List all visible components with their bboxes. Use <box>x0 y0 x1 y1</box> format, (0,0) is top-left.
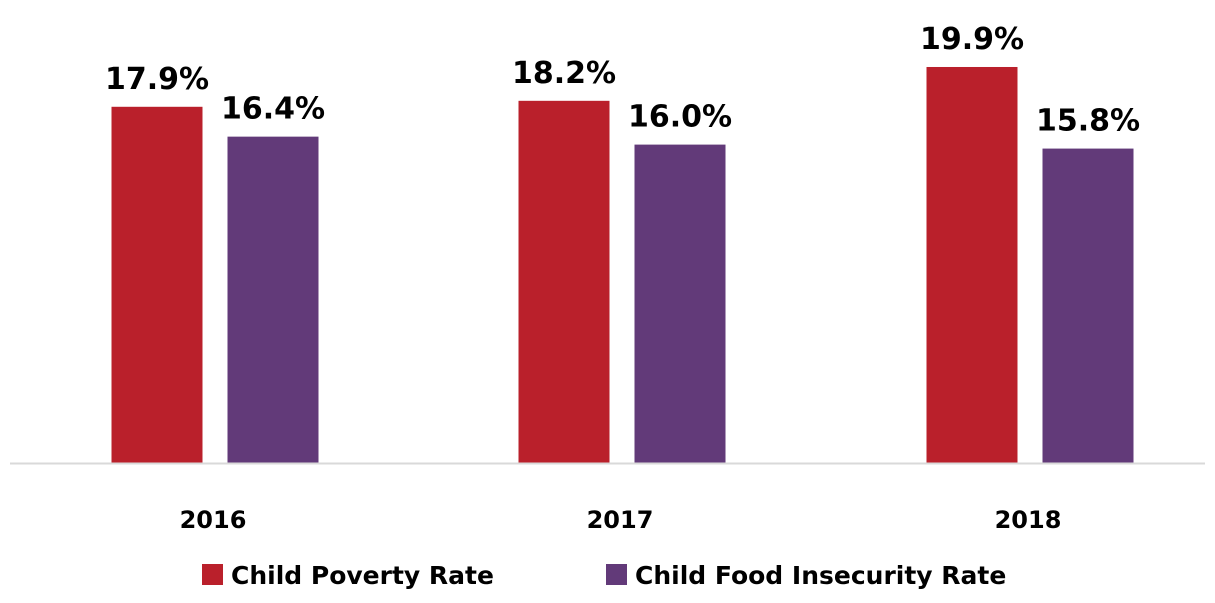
data-label-2018-series-2: 15.8% <box>1036 104 1140 139</box>
data-label-2016-series-1: 17.9% <box>105 62 209 97</box>
bar-2017-series-1 <box>518 100 610 463</box>
data-label-2018-series-1: 19.9% <box>920 22 1024 57</box>
x-tick-label-2016: 2016 <box>180 506 247 534</box>
bar-group <box>111 66 1134 464</box>
legend: Child Poverty Rate Child Food Insecurity … <box>202 561 1006 590</box>
data-label-2017-series-2: 16.0% <box>628 100 732 135</box>
x-tick-label-2018: 2018 <box>995 506 1062 534</box>
legend-label-series-2: Child Food Insecurity Rate <box>635 561 1006 590</box>
value-label-group: 17.9% 16.4% 18.2% 16.0% 19.9% 15.8% <box>105 22 1140 139</box>
legend-swatch-series-1 <box>202 564 223 585</box>
data-label-2017-series-1: 18.2% <box>512 56 616 91</box>
legend-label-series-1: Child Poverty Rate <box>231 561 494 590</box>
bar-2017-series-2 <box>634 144 726 463</box>
bar-2016-series-1 <box>111 106 203 463</box>
bar-2016-series-2 <box>227 136 319 463</box>
data-label-2016-series-2: 16.4% <box>221 92 325 127</box>
legend-swatch-series-2 <box>606 564 627 585</box>
x-tick-label-2017: 2017 <box>587 506 654 534</box>
bar-2018-series-2 <box>1042 148 1134 463</box>
bar-2018-series-1 <box>926 66 1018 464</box>
x-tick-label-group: 2016 2017 2018 <box>180 506 1062 534</box>
